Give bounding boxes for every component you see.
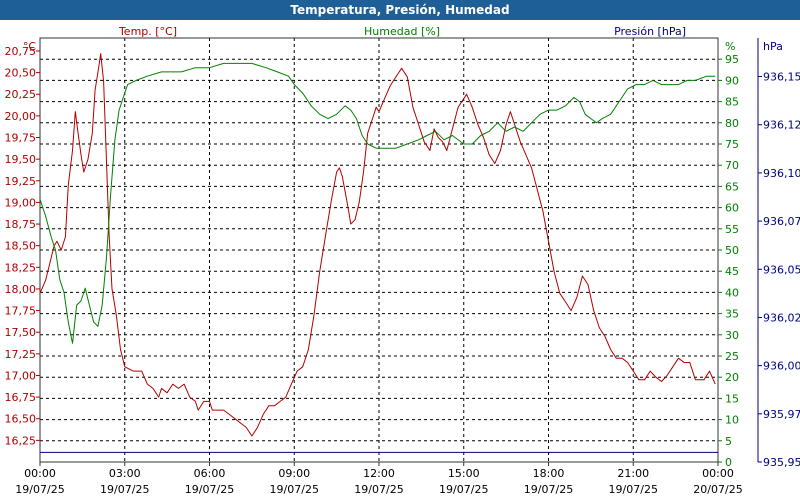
x-tick-date-label: 19/07/25 [185,483,234,496]
humidity-series-line [39,62,716,344]
humidity-tick-label: 80 [725,117,739,130]
temperature-tick-label: 20,25 [5,88,37,101]
humidity-tick-label: 90 [725,74,739,87]
humidity-tick-label: 95 [725,53,739,66]
x-tick-time-label: 09:00 [278,467,310,480]
pressure-tick-label: 936,07 [763,215,800,228]
temperature-tick-label: 18,00 [5,283,37,296]
pressure-tick-label: 936,05 [763,263,800,276]
x-tick-date-label: 19/07/25 [609,483,658,496]
pressure-tick-label: 935,95 [763,456,800,469]
humidity-tick-label: 85 [725,96,739,109]
temperature-series-line [39,53,716,437]
humidity-tick-label: 0 [725,456,732,469]
pressure-tick-label: 936,00 [763,360,800,373]
humidity-tick-label: 10 [725,414,739,427]
x-tick-time-label: 06:00 [194,467,226,480]
humidity-tick-label: 35 [725,308,739,321]
chart-title: Temperatura, Presión, Humedad [290,3,510,17]
x-tick-date-label: 19/07/25 [15,483,64,496]
x-tick-date-label: 19/07/25 [439,483,488,496]
temperature-tick-label: 16,25 [5,434,37,447]
pressure-tick-label: 936,15 [763,71,800,84]
x-tick-time-label: 21:00 [617,467,649,480]
humidity-tick-label: 70 [725,159,739,172]
temperature-pressure-humidity-chart: 16,25 16,50 16,75 17,00 17,25 17,50 17,75 18,00… [5,25,800,496]
pressure-tick-label: 936,02 [763,311,800,324]
humidity-tick-label: 45 [725,265,739,278]
x-tick-date-label: 19/07/25 [270,483,319,496]
humidity-tick-label: 20 [725,371,739,384]
humidity-tick-label: 75 [725,138,739,151]
x-tick-time-label: 00:00 [24,467,56,480]
temperature-axis-title: Temp. [°C] [118,25,177,38]
temperature-tick-label: 17,00 [5,369,37,382]
x-tick-date-label: 19/07/25 [354,483,403,496]
humidity-tick-label: 25 [725,350,739,363]
temperature-tick-label: 19,75 [5,132,37,145]
humidity-tick-label: 55 [725,223,739,236]
temperature-tick-label: 18,75 [5,218,37,231]
temperature-tick-label: 17,50 [5,326,37,339]
temperature-tick-label: 19,00 [5,196,37,209]
x-tick-date-label: 20/07/25 [693,483,742,496]
humidity-unit-label: % [725,40,735,53]
pressure-tick-label: 936,10 [763,167,800,180]
temperature-tick-label: 17,75 [5,305,37,318]
x-tick-time-label: 03:00 [109,467,141,480]
temperature-tick-label: 19,50 [5,153,37,166]
pressure-unit-label: hPa [763,40,783,53]
pressure-tick-label: 936,12 [763,119,800,132]
temperature-tick-label: 20,75 [5,45,37,58]
x-tick-time-label: 00:00 [702,467,734,480]
temperature-tick-label: 20,50 [5,67,37,80]
temperature-tick-label: 19,25 [5,175,37,188]
x-tick-date-label: 19/07/25 [524,483,573,496]
temperature-tick-label: 16,50 [5,413,37,426]
temperature-tick-label: 16,75 [5,391,37,404]
x-tick-date-label: 19/07/25 [100,483,149,496]
temperature-tick-label: 18,25 [5,261,37,274]
temperature-unit-label: °C [23,40,37,53]
humidity-tick-label: 30 [725,329,739,342]
humidity-axis-title: Humedad [%] [364,25,440,38]
chart-title-bar: Temperatura, Presión, Humedad [0,0,800,20]
humidity-tick-label: 65 [725,180,739,193]
temperature-tick-label: 17,25 [5,348,37,361]
humidity-tick-label: 40 [725,286,739,299]
temperature-tick-label: 20,00 [5,110,37,123]
pressure-tick-label: 935,97 [763,408,800,421]
humidity-tick-label: 60 [725,202,739,215]
x-tick-time-label: 12:00 [363,467,395,480]
temperature-tick-label: 18,50 [5,240,37,253]
x-tick-time-label: 18:00 [533,467,565,480]
humidity-tick-label: 50 [725,244,739,257]
x-tick-time-label: 15:00 [448,467,480,480]
humidity-tick-label: 15 [725,392,739,405]
pressure-axis-title: Presión [hPa] [614,25,686,38]
humidity-tick-label: 5 [725,435,732,448]
